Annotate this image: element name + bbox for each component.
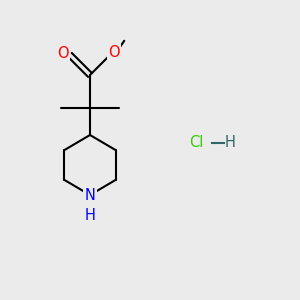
Text: H: H <box>225 135 236 150</box>
Text: O: O <box>108 45 120 60</box>
Text: H: H <box>85 208 95 224</box>
Text: O: O <box>57 46 69 61</box>
Text: N: N <box>85 188 95 202</box>
Text: Cl: Cl <box>189 135 203 150</box>
